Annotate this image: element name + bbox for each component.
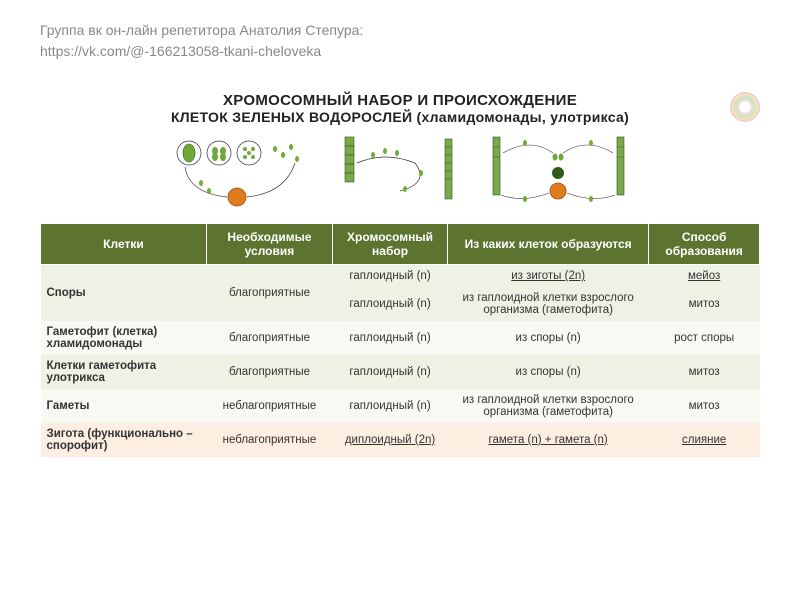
cell-method: митоз bbox=[649, 389, 760, 423]
table-row: Клетки гаметофита улотриксаблагоприятные… bbox=[41, 355, 760, 389]
chlamydomonas-cycle-icon bbox=[165, 133, 315, 213]
cell-conditions: благоприятные bbox=[206, 265, 332, 322]
header-line-2: https://vk.com/@-166213058-tkani-chelove… bbox=[40, 41, 760, 62]
title-line-2: КЛЕТОК ЗЕЛЕНЫХ ВОДОРОСЛЕЙ (хламидомонады… bbox=[40, 109, 760, 125]
table-row: Гаметынеблагоприятныегаплоидный (n)из га… bbox=[41, 389, 760, 423]
cell-source: гамета (n) + гамета (n) bbox=[448, 423, 649, 457]
cell-conditions: неблагоприятные bbox=[206, 423, 332, 457]
cell-chrom-set: гаплоидный (n) bbox=[333, 355, 448, 389]
cell-method: рост споры bbox=[649, 321, 760, 355]
cell-name: Зигота (функционально – спорофит) bbox=[41, 423, 207, 457]
col-source: Из каких клеток образуются bbox=[448, 224, 649, 265]
title-line-1: ХРОМОСОМНЫЙ НАБОР И ПРОИСХОЖДЕНИЕ bbox=[40, 92, 760, 109]
cell-conditions: благоприятные bbox=[206, 321, 332, 355]
col-set: Хромосомный набор bbox=[333, 224, 448, 265]
cell-method: мейоз bbox=[649, 265, 760, 288]
cell-name: Клетки гаметофита улотрикса bbox=[41, 355, 207, 389]
col-cells: Клетки bbox=[41, 224, 207, 265]
cell-chrom-set: гаплоидный (n) bbox=[333, 389, 448, 423]
table-row: Зигота (функционально – спорофит)неблаго… bbox=[41, 423, 760, 457]
cell-name: Гаметы bbox=[41, 389, 207, 423]
col-method: Способ образования bbox=[649, 224, 760, 265]
cell-conditions: благоприятные bbox=[206, 355, 332, 389]
cell-source: из гаплоидной клетки взрослого организма… bbox=[448, 389, 649, 423]
header-line-1: Группа вк он-лайн репетитора Анатолия Ст… bbox=[40, 20, 760, 41]
cell-method: слияние bbox=[649, 423, 760, 457]
cell-chrom-set: гаплоидный (n) bbox=[333, 265, 448, 288]
cell-source: из гаплоидной клетки взрослого организма… bbox=[448, 287, 649, 321]
cell-method: митоз bbox=[649, 287, 760, 321]
cell-name: Споры bbox=[41, 265, 207, 322]
chromosome-table: Клетки Необходимые условия Хромосомный н… bbox=[40, 223, 760, 457]
col-conditions: Необходимые условия bbox=[206, 224, 332, 265]
cell-chrom-set: диплоидный (2n) bbox=[333, 423, 448, 457]
table-row: Гаметофит (клетка) хламидомонадыблагопри… bbox=[41, 321, 760, 355]
cell-name: Гаметофит (клетка) хламидомонады bbox=[41, 321, 207, 355]
cell-source: из зиготы (2n) bbox=[448, 265, 649, 288]
table-row: Спорыблагоприятныегаплоидный (n)из зигот… bbox=[41, 265, 760, 288]
cell-method: митоз bbox=[649, 355, 760, 389]
ulothrix-sexual-icon bbox=[485, 133, 635, 213]
cell-chrom-set: гаплоидный (n) bbox=[333, 287, 448, 321]
cell-chrom-set: гаплоидный (n) bbox=[333, 321, 448, 355]
ulothrix-asexual-icon bbox=[325, 133, 475, 213]
logo-badge bbox=[730, 92, 760, 122]
lifecycle-diagrams bbox=[40, 133, 760, 213]
cell-source: из споры (n) bbox=[448, 321, 649, 355]
cell-conditions: неблагоприятные bbox=[206, 389, 332, 423]
cell-source: из споры (n) bbox=[448, 355, 649, 389]
